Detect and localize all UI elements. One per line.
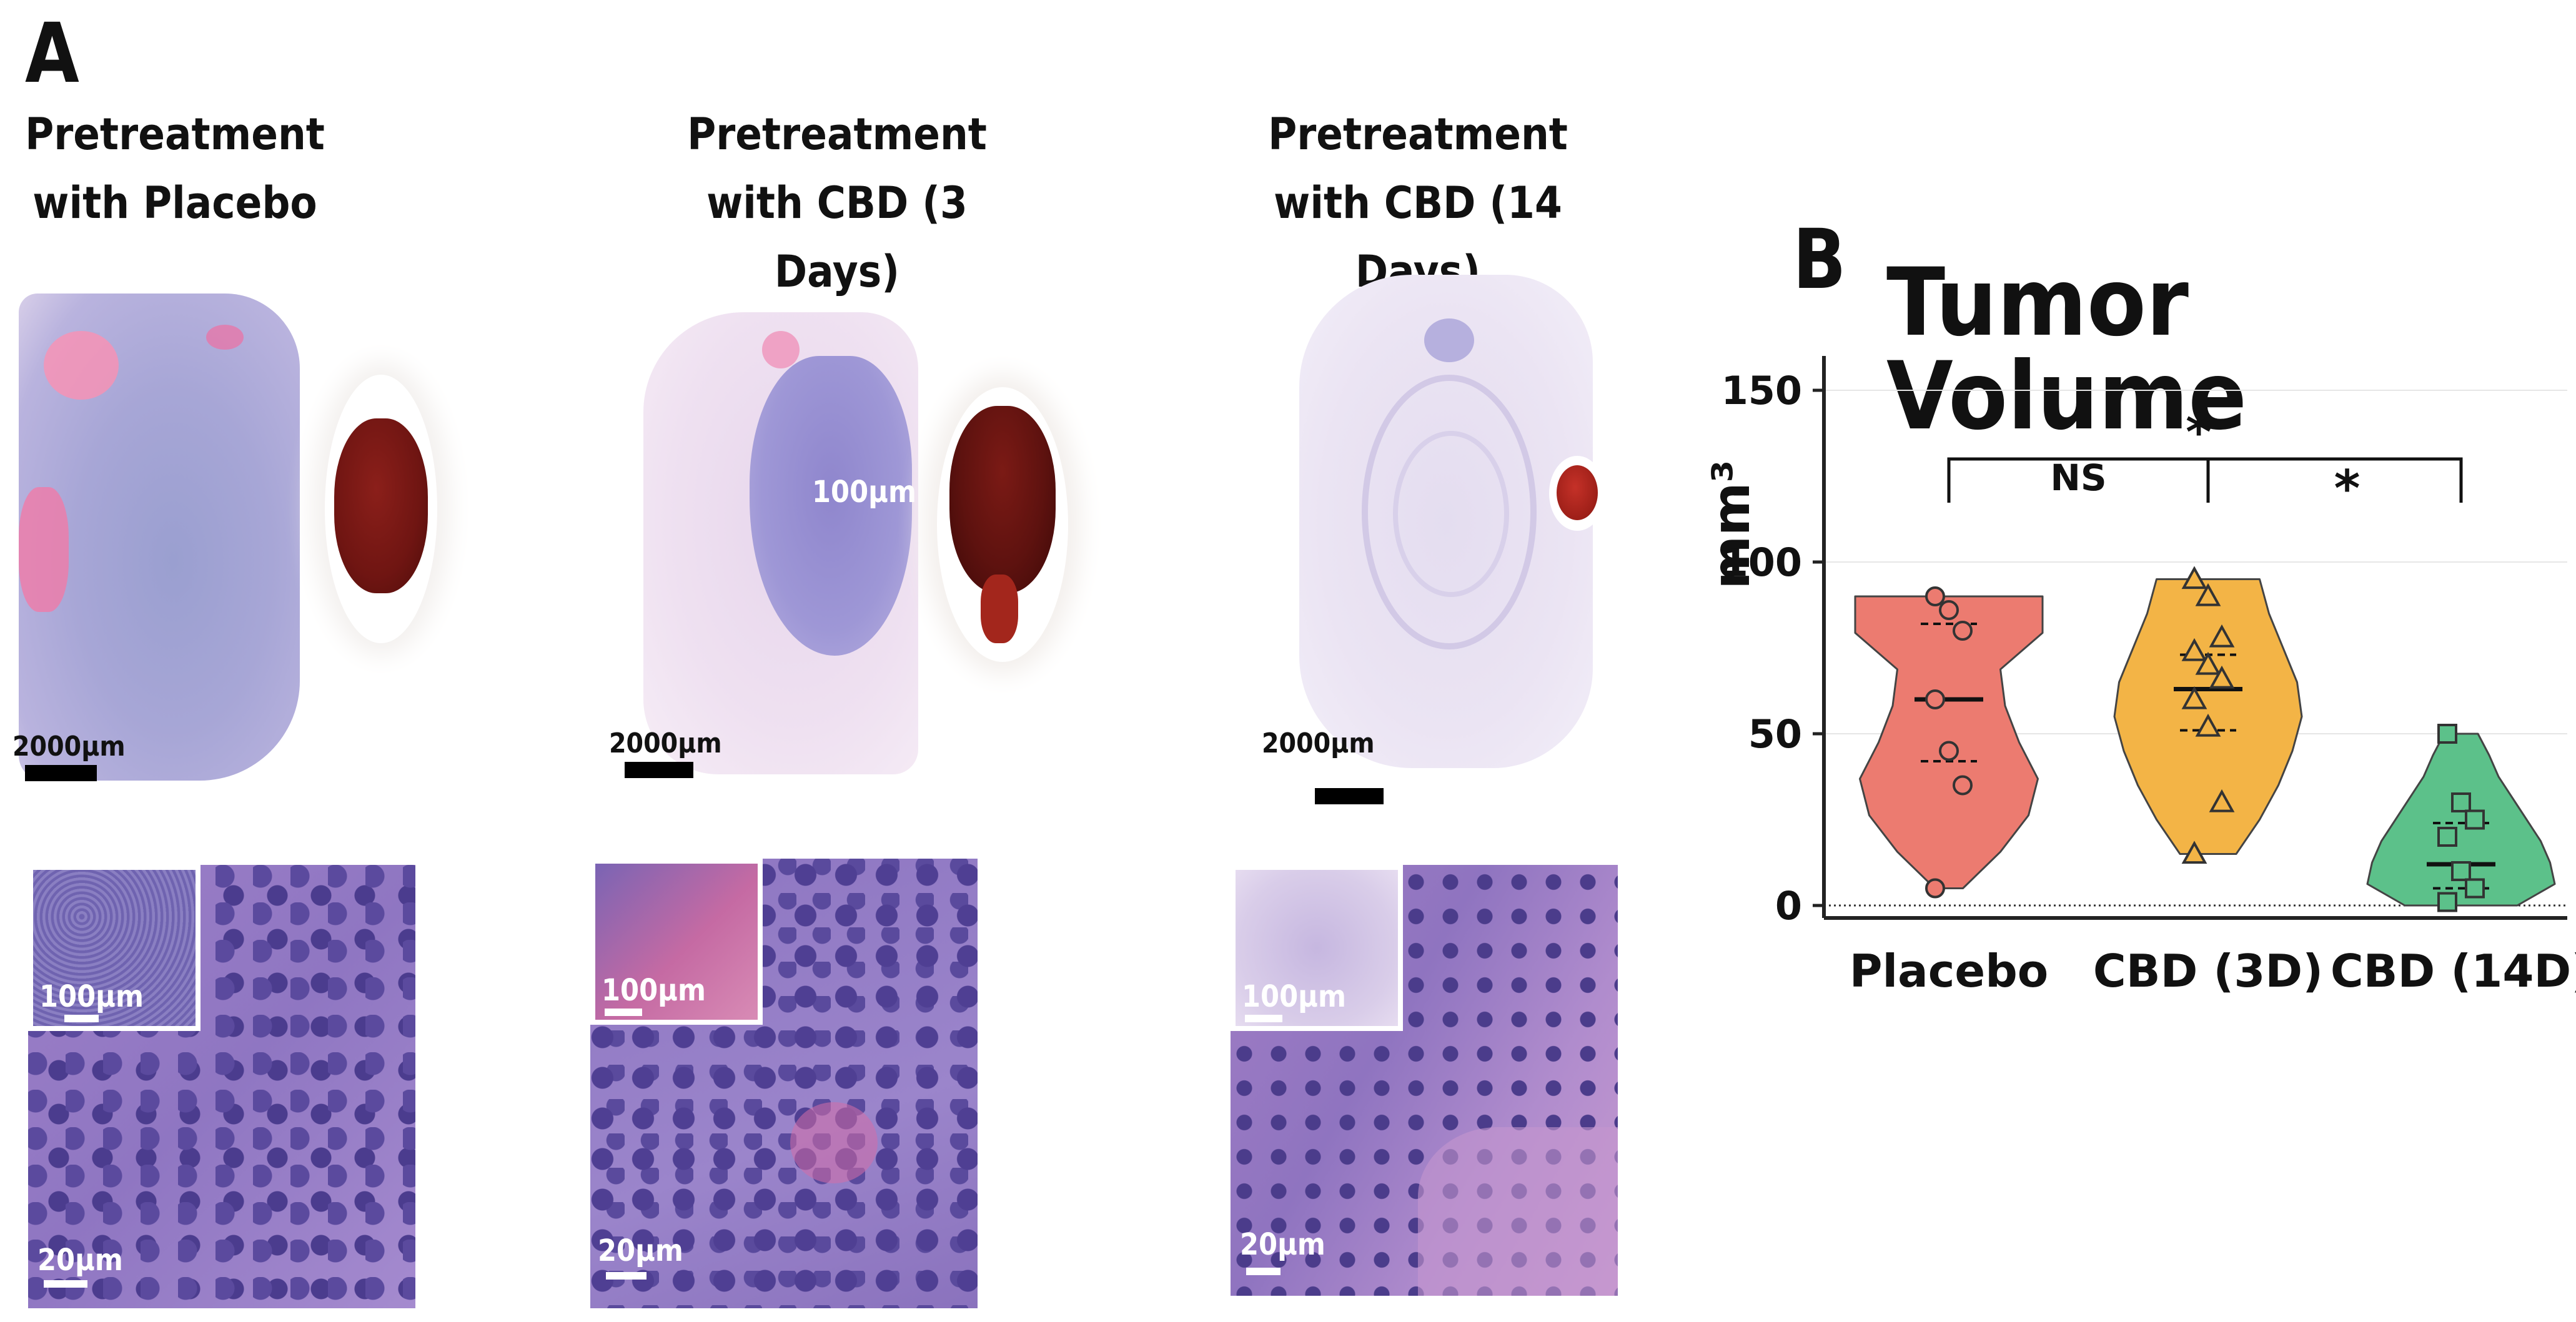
column-title-line2: with Placebo <box>32 177 317 229</box>
x-tick-label: Placebo <box>1850 945 2049 997</box>
data-point <box>2195 713 2221 737</box>
data-point <box>1925 689 1945 709</box>
data-point <box>1939 741 1959 761</box>
inset-scale-bar-cbd-3d <box>605 1009 642 1016</box>
brain-section-cbd-3d <box>643 312 918 774</box>
micro-scale-label-cbd-3d: 20µm <box>598 1233 683 1268</box>
data-point <box>2181 686 2207 709</box>
bracket-layer: NS * * <box>1947 403 2463 518</box>
data-point <box>1939 600 1959 620</box>
column-title-line1: Pretreatment <box>25 109 325 160</box>
data-point <box>2451 861 2471 881</box>
chart-title: Tumor Volume <box>1886 249 2247 451</box>
column-title-cbd-3d: Pretreatment with CBD (3 Days) <box>646 100 1028 306</box>
column-title-cbd-14d: Pretreatment with CBD (14 Days) <box>1227 100 1609 306</box>
inset-scale-bar-cbd-14d <box>1245 1015 1282 1022</box>
axis-layer: 0 50 100 150 Placebo CBD (3D) CBD (14D) <box>1721 356 2576 997</box>
inset-placebo: 100µm <box>28 865 201 1031</box>
y-tick-label: 0 <box>1775 883 1802 929</box>
tumor-photo-placebo <box>325 375 437 643</box>
inset-scale-label-cbd-3d: 100µm <box>602 973 706 1008</box>
inset-scale-bar-placebo <box>64 1015 99 1022</box>
data-point <box>2181 841 2207 864</box>
x-tick-label: CBD (3D) <box>2093 945 2323 997</box>
inset-scale-label-placebo: 100µm <box>39 979 144 1014</box>
data-point <box>1925 586 1945 606</box>
bracket-placebo-14d <box>1947 457 2463 503</box>
significance-label: NS <box>2050 456 2106 499</box>
tumor-photo-cbd-14d <box>1549 456 1605 531</box>
inset-cbd-3d: 100µm <box>590 859 763 1025</box>
column-title-placebo: Pretreatment with Placebo <box>17 100 332 237</box>
gross-scale-bar-cbd-14d <box>1315 788 1384 804</box>
y-tick-label: 50 <box>1748 711 1802 757</box>
micro-scale-bar-placebo <box>44 1280 87 1288</box>
micro-scale-bar-cbd-14d <box>1246 1268 1281 1275</box>
gross-scale-bar-placebo <box>25 765 97 781</box>
micrograph-cbd-14d: 100µm 20µm <box>1231 865 1618 1296</box>
data-point <box>2195 651 2221 675</box>
gross-scale-label-placebo: 2000µm <box>12 731 126 762</box>
tumor-volume-chart: 0 50 100 150 Placebo CBD (3D) CBD (14D) NS * * m… <box>1702 356 2576 997</box>
panel-b-letter: B <box>1793 212 1846 308</box>
inset-scale-label-cbd-14d: 100µm <box>1242 979 1346 1014</box>
gross-scale-bar-cbd-3d <box>625 762 693 778</box>
column-title-line2: with CBD (3 Days) <box>706 177 968 297</box>
micro-scale-bar-cbd-3d <box>606 1272 646 1280</box>
gross-scale-label-cbd-14d: 2000µm <box>1262 728 1375 759</box>
data-point <box>2437 724 2457 744</box>
y-axis-title: mm³ <box>1702 460 1761 589</box>
data-point <box>2209 665 2235 689</box>
data-point <box>2437 892 2457 912</box>
x-tick-label: CBD (14D) <box>2331 945 2576 997</box>
data-point <box>2209 624 2235 648</box>
column-title-line1: Pretreatment <box>687 109 987 160</box>
column-title-line2: with CBD (14 Days) <box>1274 177 1562 297</box>
section-scale-label-cbd-3d: 100µm <box>812 475 916 510</box>
y-tick-label: 100 <box>1721 540 1802 585</box>
data-point <box>1953 621 1973 641</box>
significance-label: * <box>2334 460 2361 518</box>
data-point <box>2181 566 2207 589</box>
data-point <box>1925 878 1945 899</box>
data-point <box>2465 809 2485 830</box>
micro-scale-label-placebo: 20µm <box>37 1243 123 1278</box>
panel-a-letter: A <box>25 6 79 102</box>
violin-layer <box>1854 566 2556 912</box>
data-point <box>2451 792 2471 812</box>
micro-scale-label-cbd-14d: 20µm <box>1240 1227 1325 1262</box>
tumor-photo-cbd-3d <box>937 387 1068 662</box>
brain-section-placebo <box>19 294 300 781</box>
gross-scale-label-cbd-3d: 2000µm <box>609 728 722 759</box>
significance-label: * <box>2186 403 2212 461</box>
micrograph-cbd-3d: 100µm 20µm <box>590 859 978 1308</box>
data-point <box>1953 775 1973 796</box>
data-point <box>2209 789 2235 812</box>
micrograph-placebo: 100µm 20µm <box>28 865 415 1308</box>
data-point <box>2195 583 2221 606</box>
y-tick-label: 150 <box>1721 368 1802 413</box>
column-title-line1: Pretreatment <box>1268 109 1568 160</box>
inset-cbd-14d: 100µm <box>1231 865 1403 1031</box>
data-point <box>2437 827 2457 847</box>
data-point <box>2465 878 2485 899</box>
brain-section-cbd-14d <box>1299 275 1593 768</box>
data-point <box>2181 638 2207 661</box>
